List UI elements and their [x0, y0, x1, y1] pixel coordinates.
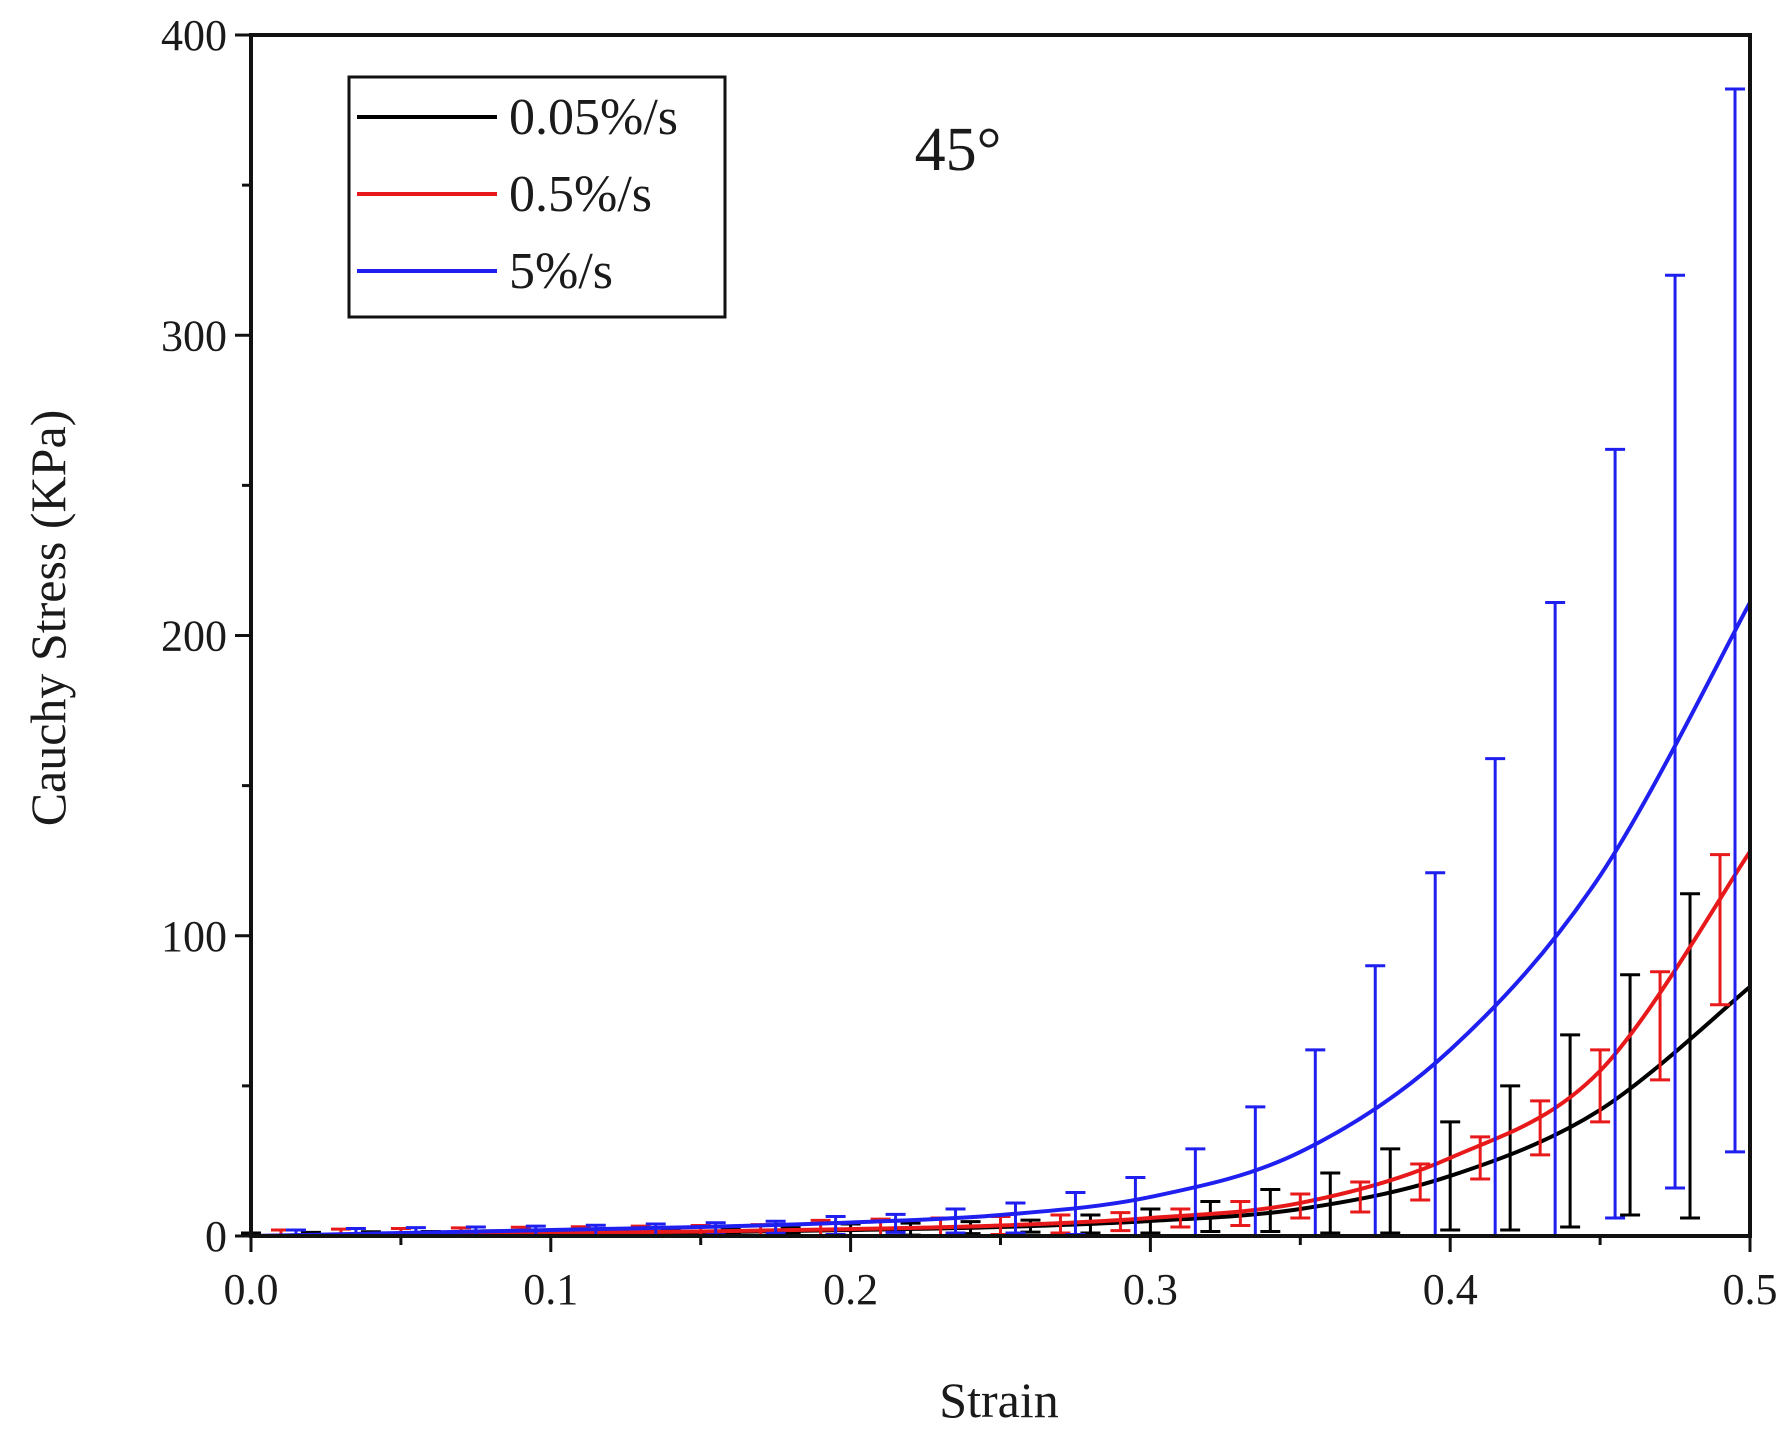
y-tick-label: 400	[161, 11, 227, 60]
series-group	[241, 892, 1752, 1238]
axis-ticks: 0.0 0.1 0.2 0.3 0.4 0.5 0 100 200 300 400	[161, 11, 1778, 1314]
legend-label: 0.5%/s	[509, 166, 652, 223]
series-line	[250, 601, 1752, 1238]
y-tick-label: 100	[161, 912, 227, 961]
y-axis-label: Cauchy Stress (KPa)	[20, 410, 76, 827]
y-tick-label: 0	[205, 1212, 227, 1261]
x-tick-label: 0.2	[823, 1265, 878, 1314]
series-line	[250, 985, 1752, 1238]
legend: 0.05%/s 0.5%/s 5%/s	[347, 75, 727, 319]
x-tick-label: 0.4	[1423, 1265, 1478, 1314]
x-tick-label: 0.5	[1723, 1265, 1778, 1314]
x-tick-label: 0.1	[523, 1265, 578, 1314]
x-tick-label: 0.0	[224, 1265, 279, 1314]
legend-label: 5%/s	[509, 243, 613, 300]
legend-label: 0.05%/s	[509, 89, 678, 146]
y-tick-label: 300	[161, 311, 227, 360]
x-tick-label: 0.3	[1123, 1265, 1178, 1314]
x-axis-label: Strain	[939, 1372, 1058, 1428]
y-tick-label: 200	[161, 612, 227, 661]
series-line	[250, 850, 1752, 1238]
plot-area	[241, 87, 1752, 1238]
chart-annotation: 45°	[915, 116, 1002, 184]
series-group	[250, 850, 1752, 1238]
